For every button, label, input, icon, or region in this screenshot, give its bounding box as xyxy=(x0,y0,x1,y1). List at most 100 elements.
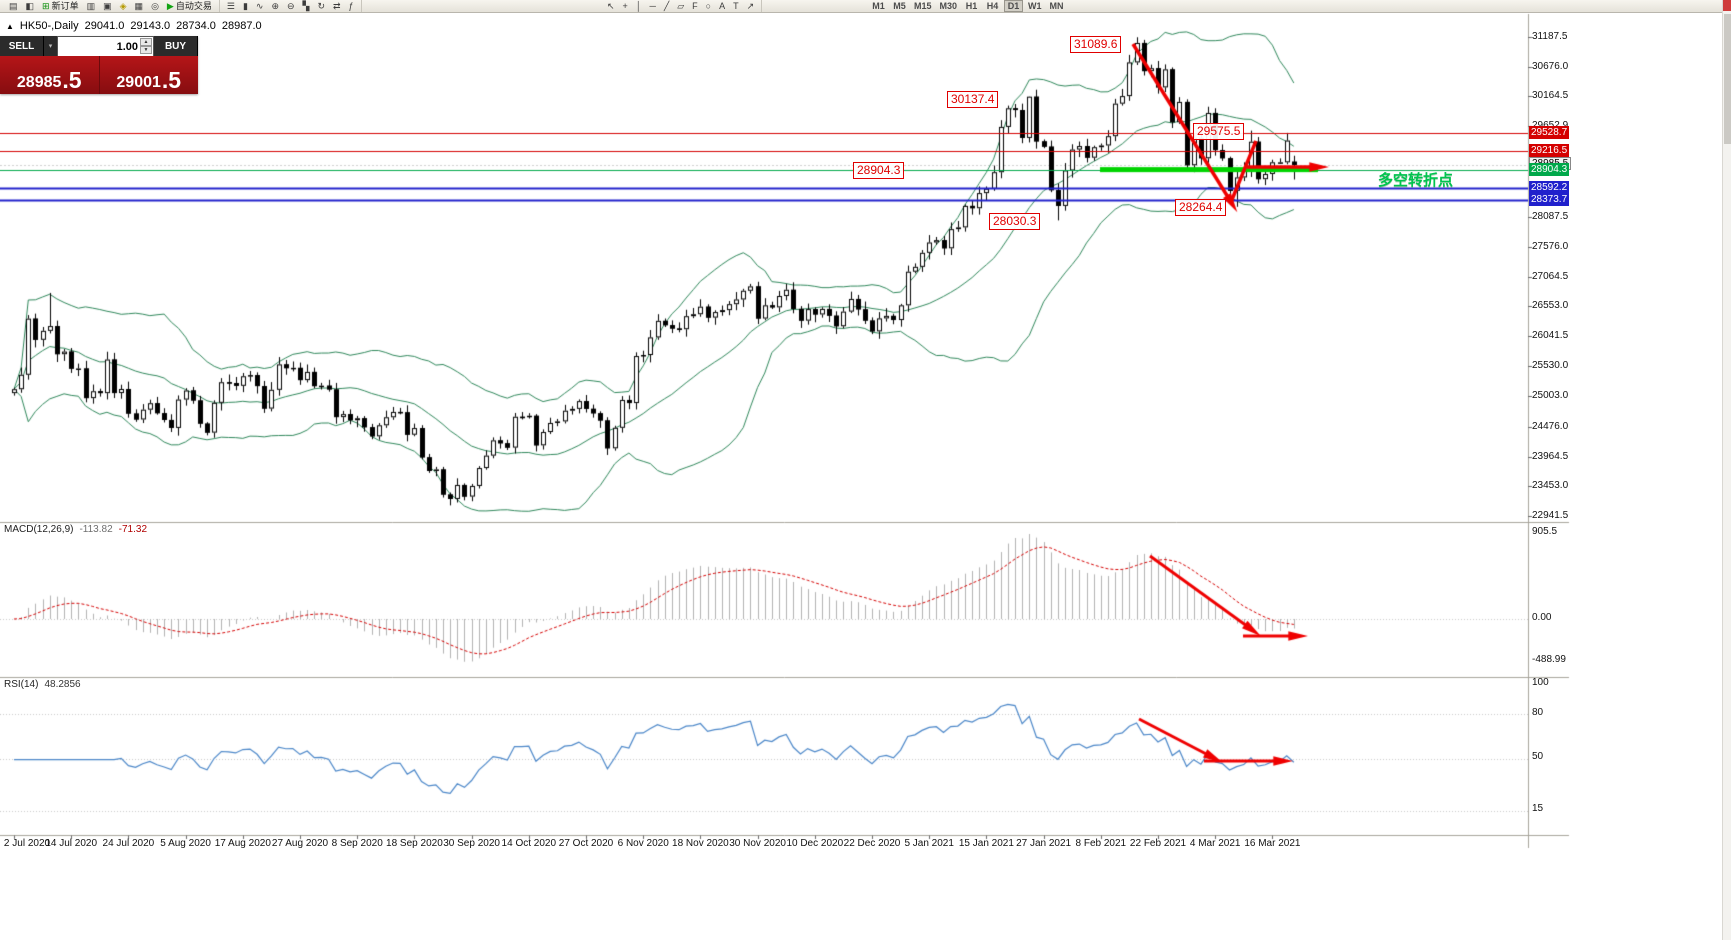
horizontal-line-button[interactable]: ─ xyxy=(646,0,658,12)
new-chart-button[interactable]: ▤ xyxy=(6,0,21,12)
volume-stepper: ▲ ▼ xyxy=(140,38,152,54)
indicators-icon: ƒ xyxy=(348,0,354,11)
line-chart-icon: ∿ xyxy=(255,0,264,11)
fibonacci-button[interactable]: F xyxy=(689,0,701,12)
trendline-icon: ╱ xyxy=(663,0,670,11)
zoom-out-button[interactable]: ⊖ xyxy=(284,0,298,12)
new-order-button[interactable]: ⊞ 新订单 xyxy=(39,0,82,12)
chart-symbol-period: HK50-,Daily xyxy=(19,20,79,32)
profiles-button[interactable]: ◧ xyxy=(23,0,38,12)
timeframe-d1-button[interactable]: D1 xyxy=(1004,0,1024,12)
timeframe-h4-button[interactable]: H4 xyxy=(983,0,1002,12)
strategy-tester-button[interactable]: ◎ xyxy=(148,0,162,12)
indicators-button[interactable]: ƒ xyxy=(346,0,357,12)
zoom-out-icon: ⊖ xyxy=(286,0,295,11)
new-chart-icon: ▤ xyxy=(9,0,18,11)
arrows-icon: ↗ xyxy=(746,0,755,11)
drawing-toolbar-group: ↖ + │ ─ ╱ ▱ F ○ A T ↗ xyxy=(600,0,763,12)
one-click-trading-panel: SELL ▾ ▲ ▼ BUY 28985 .5 29001 .5 xyxy=(0,36,198,94)
buy-button[interactable]: BUY xyxy=(154,36,198,56)
terminal-button[interactable]: ▦ xyxy=(132,0,147,12)
autotrading-button-label: 自动交易 xyxy=(175,0,212,11)
crosshair-button[interactable]: + xyxy=(620,0,631,12)
ohlc-low: 28734.0 xyxy=(176,20,216,32)
timeframe-m1-button[interactable]: M1 xyxy=(869,0,888,12)
symbol-direction-icon: ▲ xyxy=(6,21,14,31)
chart-toolbar-group: ☰ ▮ ∿ ⊕ ⊖ ▚ ↻ ⇄ ƒ xyxy=(220,0,362,12)
label-button[interactable]: T xyxy=(730,0,742,12)
autotrading-icon: ▶ xyxy=(166,0,174,11)
auto-scroll-button[interactable]: ↻ xyxy=(314,0,328,12)
text-button[interactable]: A xyxy=(716,0,728,12)
vertical-scrollbar[interactable] xyxy=(1722,0,1731,940)
channel-icon: ▱ xyxy=(677,0,685,11)
volume-field: ▲ ▼ xyxy=(57,36,154,56)
auto-scroll-icon: ↻ xyxy=(317,0,325,11)
ohlc-open: 29041.0 xyxy=(84,20,125,32)
timeframe-mn-button[interactable]: MN xyxy=(1047,0,1067,12)
volume-decrease-button[interactable]: ▼ xyxy=(140,46,152,54)
toolbar-timeframes-section: M1 M5 M15 M30 H1 H4 D1 W1 MN xyxy=(868,0,1068,12)
autotrading-button[interactable]: ▶ 自动交易 xyxy=(164,0,215,12)
chart-shift-icon: ⇄ xyxy=(333,0,341,11)
label-icon: T xyxy=(733,0,739,11)
buy-price-main: 29001 xyxy=(116,74,161,91)
cursor-icon: ↖ xyxy=(607,0,615,11)
shapes-icon: ○ xyxy=(705,0,712,11)
channel-button[interactable]: ▱ xyxy=(674,0,687,12)
sell-price[interactable]: 28985 .5 xyxy=(0,56,100,94)
sell-price-frac: .5 xyxy=(62,67,82,94)
chart-ohlc-header: ▲ HK50-,Daily 29041.0 29143.0 28734.0 28… xyxy=(6,20,262,32)
profiles-icon: ◧ xyxy=(25,0,35,11)
fibonacci-icon: F xyxy=(692,0,698,11)
trendline-button[interactable]: ╱ xyxy=(661,0,672,12)
market-watch-button[interactable]: ▥ xyxy=(84,0,99,12)
vertical-line-icon: │ xyxy=(635,0,642,11)
horizontal-line-icon: ─ xyxy=(649,0,656,11)
terminal-icon: ▦ xyxy=(134,0,144,11)
toolbar-drawing-section: ↖ + │ ─ ╱ ▱ F ○ A T ↗ xyxy=(600,0,763,12)
timeframe-m30-button[interactable]: M30 xyxy=(937,0,961,12)
data-window-button[interactable]: ▣ xyxy=(100,0,115,12)
timeframe-h1-button[interactable]: H1 xyxy=(962,0,981,12)
ohlc-close: 28987.0 xyxy=(221,20,262,32)
navigator-button[interactable]: ◈ xyxy=(117,0,130,12)
toolbar: ▤ ◧ ⊞ 新订单 ▥ ▣ ◈ ▦ ◎ ▶ 自动交易 ☰ ▮ ∿ ⊕ ⊖ ▚ ↻ ⇄ ƒ ↖ + │ ─ ╱ ▱ F ○ A T ↗ M1… xyxy=(0,0,1731,13)
buy-price-frac: .5 xyxy=(161,67,182,94)
line-chart-button[interactable]: ∿ xyxy=(253,0,267,12)
tile-windows-button[interactable]: ▚ xyxy=(300,0,313,12)
strategy-tester-icon: ◎ xyxy=(151,0,159,11)
volume-dropdown-button[interactable]: ▾ xyxy=(44,36,57,56)
sell-button[interactable]: SELL xyxy=(0,36,44,56)
tile-windows-icon: ▚ xyxy=(302,0,310,11)
timeframe-m5-button[interactable]: M5 xyxy=(890,0,909,12)
shapes-button[interactable]: ○ xyxy=(703,0,714,12)
vertical-line-button[interactable]: │ xyxy=(633,0,645,12)
arrows-button[interactable]: ↗ xyxy=(744,0,758,12)
timeframe-w1-button[interactable]: W1 xyxy=(1025,0,1045,12)
toolbar-left-section: ▤ ◧ ⊞ 新订单 ▥ ▣ ◈ ▦ ◎ ▶ 自动交易 ☰ ▮ ∿ ⊕ ⊖ ▚ ↻ ⇄ ƒ xyxy=(2,0,362,12)
crosshair-icon: + xyxy=(622,0,628,11)
bars-chart-button[interactable]: ☰ xyxy=(224,0,238,12)
trade-prices-row: 28985 .5 29001 .5 xyxy=(0,56,198,94)
new-order-icon: ⊞ xyxy=(42,0,50,11)
scrollbar-thumb[interactable] xyxy=(1724,14,1731,144)
volume-input[interactable] xyxy=(58,38,153,56)
candlestick-chart-button[interactable]: ▮ xyxy=(240,0,251,12)
trade-controls-row: SELL ▾ ▲ ▼ BUY xyxy=(0,36,198,56)
text-icon: A xyxy=(719,0,726,11)
buy-price[interactable]: 29001 .5 xyxy=(100,56,199,94)
navigator-icon: ◈ xyxy=(119,0,127,11)
corner-badge-icon xyxy=(1723,0,1731,11)
candlestick-chart-icon: ▮ xyxy=(242,0,248,11)
cursor-button[interactable]: ↖ xyxy=(604,0,618,12)
timeframe-m15-button[interactable]: M15 xyxy=(911,0,935,12)
sell-price-main: 28985 xyxy=(16,74,62,91)
zoom-in-icon: ⊕ xyxy=(271,0,279,11)
data-window-icon: ▣ xyxy=(103,0,112,11)
zoom-in-button[interactable]: ⊕ xyxy=(268,0,282,12)
volume-increase-button[interactable]: ▲ xyxy=(140,38,152,46)
chart-shift-button[interactable]: ⇄ xyxy=(330,0,344,12)
